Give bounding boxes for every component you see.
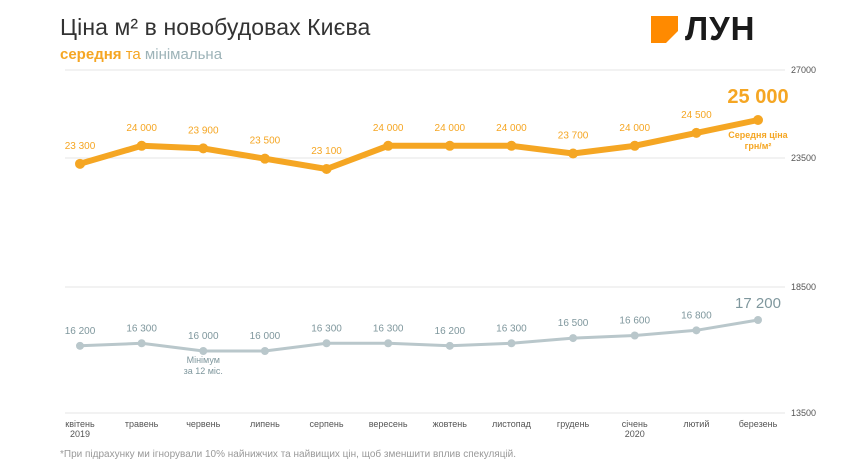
data-point [199, 347, 208, 355]
data-label: 16 300 [126, 323, 157, 334]
data-point [137, 339, 146, 348]
x-tick-label: березень [739, 419, 778, 429]
data-point [76, 341, 84, 350]
annotation-minimum-period: за 12 міс. [184, 366, 223, 376]
x-tick-label: січень [622, 419, 648, 429]
data-point [568, 148, 579, 159]
data-point [259, 153, 270, 164]
x-tick-label: квітень [65, 419, 95, 429]
data-label: 16 000 [188, 331, 219, 342]
subtitle-connector: та [121, 46, 145, 63]
chart-title: Ціна м² в новобудовах Києва [60, 14, 371, 40]
annotation-average-price: Середня ціна [728, 130, 788, 140]
data-label: 16 300 [373, 323, 404, 334]
data-label: 24 000 [373, 123, 404, 134]
data-label: 17 200 [735, 295, 781, 312]
data-point [198, 143, 209, 154]
x-tick-label: травень [125, 419, 159, 429]
subtitle-average: середня [60, 46, 122, 63]
data-label: 24 000 [435, 123, 466, 134]
data-label: 24 500 [681, 110, 712, 121]
data-point [260, 347, 269, 355]
data-point [507, 339, 516, 348]
data-point [322, 339, 331, 348]
lun-logo-text: ЛУН [685, 10, 756, 47]
data-label: 23 700 [558, 131, 589, 142]
data-point [691, 127, 702, 138]
data-label: 23 500 [250, 136, 281, 147]
data-point [75, 158, 85, 169]
data-point [753, 115, 763, 125]
data-label: 16 600 [619, 316, 650, 327]
x-tick-label: грудень [557, 419, 590, 429]
data-point [692, 326, 701, 335]
data-label: 25 000 [727, 86, 788, 108]
data-label: 24 000 [619, 123, 650, 134]
x-tick-label: листопад [492, 419, 532, 429]
lun-logo-icon [651, 16, 678, 43]
data-point [321, 164, 332, 174]
chart-subtitle: середня та мінімальна [60, 46, 222, 63]
x-tick-label: липень [250, 419, 280, 429]
data-label: 23 900 [188, 125, 219, 136]
y-tick-label: 18500 [791, 282, 816, 292]
y-tick-label: 13500 [791, 408, 816, 418]
data-label: 16 800 [681, 310, 712, 321]
data-point [569, 334, 578, 343]
data-label: 23 300 [65, 141, 96, 152]
x-tick-label: лютий [683, 419, 709, 429]
data-point [136, 140, 147, 151]
series-line-average [77, 117, 761, 172]
annotation-average-unit: грн/м² [745, 141, 772, 151]
data-label: 16 200 [435, 326, 466, 337]
data-label: 16 500 [558, 318, 589, 329]
data-point [630, 331, 639, 340]
x-tick-label: червень [186, 419, 220, 429]
data-label: 23 100 [311, 146, 342, 157]
x-tick-label: жовтень [433, 419, 468, 429]
footnote: *При підрахунку ми ігнорували 10% найниж… [60, 449, 517, 460]
data-point [629, 140, 640, 151]
x-tick-label: вересень [369, 419, 408, 429]
data-label: 24 000 [496, 123, 527, 134]
x-tick-label: серпень [310, 419, 344, 429]
data-point [383, 140, 394, 151]
x-tick-label: 2020 [625, 429, 645, 439]
x-tick-label: 2019 [70, 429, 90, 439]
data-point [754, 316, 762, 324]
data-label: 16 300 [496, 323, 527, 334]
subtitle-minimum: мінімальна [144, 46, 223, 63]
data-label: 16 000 [250, 331, 281, 342]
data-point [506, 140, 517, 151]
data-label: 24 000 [126, 123, 157, 134]
data-point [384, 339, 393, 348]
data-label: 16 300 [311, 323, 342, 334]
y-tick-label: 23500 [791, 153, 816, 163]
annotation-minimum: Мінімум [187, 355, 220, 365]
data-point [444, 140, 455, 151]
data-point [445, 341, 454, 350]
series-line-minimum [78, 318, 760, 353]
y-tick-label: 27000 [791, 65, 816, 75]
data-label: 16 200 [65, 326, 96, 337]
